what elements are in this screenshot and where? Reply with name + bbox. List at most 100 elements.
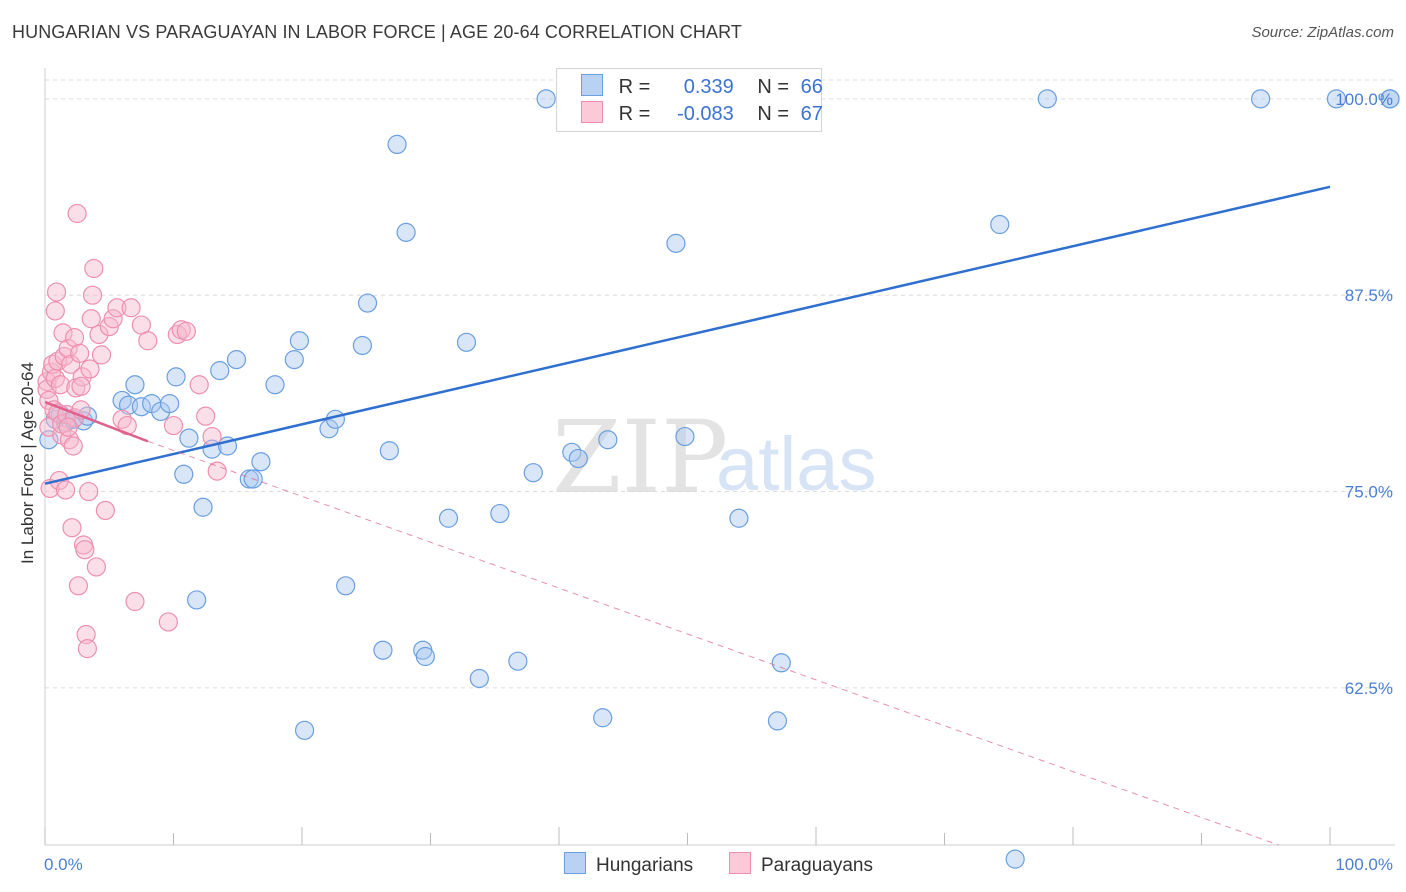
- hungarian-point: [767, 711, 788, 731]
- paraguayans-legend-swatch: [729, 852, 751, 874]
- hungarian-point: [265, 375, 285, 395]
- hungarian-point: [456, 332, 477, 352]
- paraguayans-legend-label: Paraguayans: [761, 855, 873, 876]
- axis-labels: 62.5% 75.0% 87.5% 100.0% 0.0% 100.0% In Labor …: [18, 90, 1393, 874]
- paraguayan-point: [95, 500, 115, 521]
- paraguayan-point: [189, 375, 209, 395]
- hungarian-point: [675, 426, 695, 447]
- hungarian-point: [352, 335, 372, 356]
- paraguayan-point: [89, 324, 109, 345]
- hungarian-point: [1005, 849, 1025, 869]
- legend-hungarians: Hungarians: [564, 852, 693, 877]
- hungarian-point: [179, 428, 199, 448]
- chart-title: HUNGARIAN VS PARAGUAYAN IN LABOR FORCE |…: [12, 22, 742, 42]
- paraguayan-point: [79, 481, 99, 502]
- grid-lines: [45, 79, 1395, 689]
- hungarian-point: [294, 720, 315, 740]
- hungarian-point: [289, 331, 310, 351]
- hungarian-point: [160, 393, 180, 414]
- watermark-atlas: atlas: [716, 422, 877, 507]
- paraguayan-point: [58, 339, 78, 359]
- axes: [44, 68, 1395, 846]
- paraguayan-point: [70, 343, 90, 363]
- paraguayan-point: [81, 309, 101, 329]
- legend-r-value: 0.339: [683, 76, 734, 98]
- y-axis-label: In Labor Force | Age 20-64: [18, 362, 37, 564]
- paraguayan-point: [176, 321, 196, 341]
- paraguayan-point: [103, 309, 123, 329]
- chart-source: Source: ZipAtlas.com: [1251, 24, 1394, 41]
- paraguayan-point: [63, 436, 83, 456]
- hungarians-legend-swatch: [564, 852, 586, 874]
- data-points: [37, 89, 1400, 869]
- hungarian-point: [568, 448, 588, 469]
- hungarian-point: [387, 134, 407, 155]
- paraguayan-point: [207, 461, 227, 481]
- legend-r-value: -0.083: [677, 103, 734, 125]
- hungarian-point: [210, 361, 230, 381]
- hungarian-point: [729, 508, 749, 528]
- hungarian-point: [166, 367, 186, 387]
- hungarian-point: [1380, 89, 1400, 109]
- hungarian-point: [226, 350, 247, 370]
- paraguayan-point: [121, 298, 141, 318]
- paraguayan-point: [163, 415, 184, 436]
- x-tick-label-max: 100.0%: [1335, 855, 1393, 874]
- paraguayan-point: [138, 331, 158, 351]
- paraguayan-trend-line: [44, 400, 149, 443]
- paraguayan-point: [76, 624, 96, 645]
- paraguayan-point: [91, 345, 112, 365]
- y-tick-label: 75.0%: [1345, 483, 1393, 502]
- hungarian-point: [771, 653, 791, 673]
- hungarian-point: [1326, 89, 1347, 109]
- hungarian-point: [1251, 89, 1271, 109]
- paraguayan-point: [58, 417, 78, 437]
- paraguayan-point: [112, 409, 132, 429]
- hungarian-point: [319, 419, 339, 439]
- hungarian-point: [396, 222, 416, 242]
- hungarian-point: [508, 651, 528, 671]
- hungarian-point: [469, 668, 489, 689]
- paraguayan-trend-line-dashed: [147, 440, 1279, 846]
- hungarian-point: [438, 508, 459, 528]
- paraguayan-point: [125, 591, 145, 612]
- paraguayan-point: [86, 557, 107, 577]
- hungarian-point: [1037, 89, 1057, 109]
- paraguayan-point: [50, 375, 71, 395]
- legend-n-value: 66: [800, 76, 823, 98]
- trend-lines: [44, 185, 1331, 846]
- hungarian-point: [379, 441, 399, 461]
- hungarian-point: [523, 463, 543, 483]
- paraguayan-point: [75, 540, 95, 560]
- paraguayan-point: [55, 480, 76, 500]
- paraguayans-swatch: [581, 101, 603, 123]
- paraguayan-point: [45, 301, 65, 321]
- legend-n-value: 67: [800, 103, 823, 125]
- hungarian-point: [598, 430, 618, 450]
- legend-r-label: R =: [618, 76, 651, 98]
- legend-paraguayans: Paraguayans: [729, 852, 873, 877]
- watermark-zip: ZIP: [552, 399, 728, 516]
- legend-row-hungarians: R = 0.339 N = 66: [581, 74, 823, 100]
- hungarian-point: [193, 497, 213, 517]
- paraguayan-point: [158, 612, 178, 632]
- hungarian-point: [174, 464, 194, 484]
- hungarian-point: [251, 452, 271, 472]
- y-tick-label: 100.0%: [1335, 90, 1393, 109]
- paraguayan-point: [62, 518, 82, 538]
- paraguayan-point: [80, 359, 100, 379]
- legend-row-paraguayans: R = -0.083 N = 67: [581, 101, 823, 127]
- hungarians-swatch: [581, 74, 603, 96]
- x-tick-label-min: 0.0%: [44, 855, 83, 874]
- hungarian-point: [336, 576, 356, 596]
- hungarian-point: [373, 640, 393, 660]
- y-tick-label: 62.5%: [1345, 679, 1393, 698]
- hungarian-point: [415, 646, 435, 667]
- legend-n-label: N =: [757, 76, 790, 98]
- paraguayan-point: [196, 406, 216, 426]
- hungarian-point: [125, 375, 145, 395]
- hungarian-point: [357, 293, 378, 313]
- correlation-legend: R = 0.339 N = 66 R = -0.083 N = 67: [556, 68, 823, 132]
- hungarian-point: [284, 350, 304, 370]
